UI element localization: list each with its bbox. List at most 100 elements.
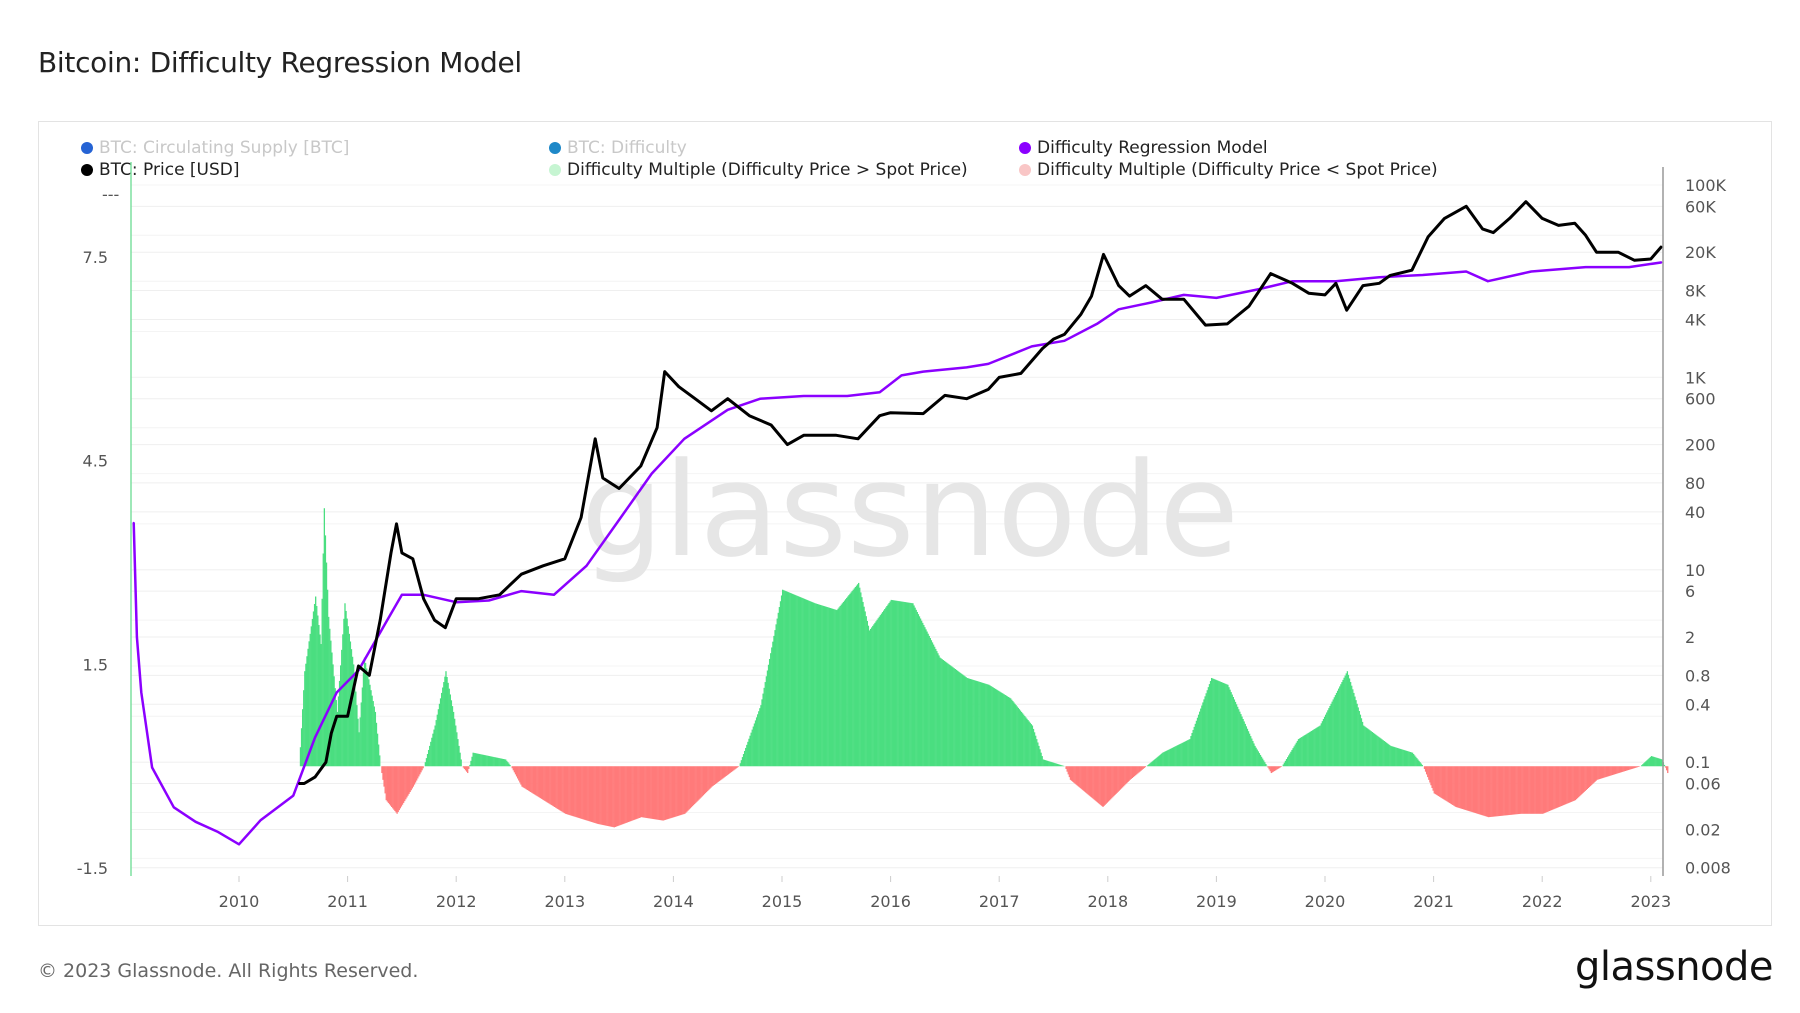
legend-item-multiple-below[interactable]: Difficulty Multiple (Difficulty Price < … bbox=[1019, 160, 1438, 180]
multiple-bar-negative bbox=[1549, 766, 1552, 811]
multiple-bar-positive bbox=[1161, 753, 1163, 767]
multiple-bar-positive bbox=[1233, 699, 1236, 767]
multiple-bar-positive bbox=[1264, 762, 1266, 767]
multiple-bar-positive bbox=[1263, 760, 1265, 767]
multiple-bar-positive bbox=[823, 606, 825, 767]
multiple-bar-positive bbox=[1316, 727, 1318, 767]
multiple-bar-negative bbox=[1522, 766, 1524, 814]
legend-item-regression-model[interactable]: Difficulty Regression Model bbox=[1019, 138, 1268, 158]
multiple-bar-positive bbox=[1380, 738, 1382, 767]
multiple-bar-negative bbox=[1117, 766, 1119, 792]
multiple-bar-negative bbox=[629, 766, 632, 822]
multiple-bar-negative bbox=[1520, 766, 1522, 814]
multiple-bar-negative bbox=[627, 766, 630, 823]
watermark: glassnode bbox=[581, 434, 1239, 586]
multiple-bar-negative bbox=[702, 766, 705, 796]
multiple-bar-positive bbox=[1369, 730, 1371, 767]
multiple-bar-negative bbox=[648, 766, 650, 819]
multiple-bar-negative bbox=[1450, 766, 1453, 805]
legend-item-difficulty[interactable]: BTC: Difficulty bbox=[549, 138, 687, 158]
multiple-bar-positive bbox=[894, 600, 897, 767]
legend-item-price[interactable]: BTC: Price [USD] bbox=[81, 160, 240, 180]
multiple-bar-negative bbox=[1082, 766, 1085, 791]
multiple-bar-negative bbox=[671, 766, 673, 818]
multiple-bar-positive bbox=[924, 627, 926, 767]
multiple-bar-negative bbox=[1525, 766, 1528, 814]
multiple-bar-positive bbox=[1178, 744, 1180, 767]
legend-item-circulating-supply[interactable]: BTC: Circulating Supply [BTC] bbox=[81, 138, 349, 158]
multiple-bar-negative bbox=[1541, 766, 1543, 814]
multiple-bar-negative bbox=[1065, 766, 1067, 769]
multiple-bar-negative bbox=[691, 766, 694, 807]
multiple-bar-negative bbox=[1075, 766, 1077, 785]
multiple-bar-positive bbox=[1255, 747, 1257, 767]
left-tick-label: 4.5 bbox=[83, 452, 108, 471]
multiple-bar-positive bbox=[969, 678, 972, 767]
multiple-bar-positive bbox=[890, 599, 892, 767]
multiple-bar-negative bbox=[1482, 766, 1484, 816]
price-point bbox=[395, 523, 398, 525]
multiple-bar-positive bbox=[1374, 734, 1377, 767]
multiple-bar-negative bbox=[1572, 766, 1574, 802]
multiple-bar-positive bbox=[299, 747, 302, 767]
multiple-bar-positive bbox=[742, 754, 745, 767]
multiple-bar-positive bbox=[328, 616, 330, 767]
multiple-bar-negative bbox=[1113, 766, 1115, 797]
multiple-bar-positive bbox=[994, 688, 997, 767]
multiple-bar-positive bbox=[371, 695, 373, 767]
multiple-bar-positive bbox=[303, 690, 305, 767]
multiple-bar-negative bbox=[593, 766, 595, 823]
multiple-bar-negative bbox=[575, 766, 577, 818]
multiple-bar-positive bbox=[1156, 757, 1158, 767]
multiple-bar-positive bbox=[458, 745, 460, 767]
multiple-bar-positive bbox=[1396, 747, 1398, 767]
multiple-bar-positive bbox=[1260, 756, 1263, 767]
multiple-bar-positive bbox=[853, 588, 855, 767]
regression-model-point bbox=[878, 391, 881, 394]
regression-model-point bbox=[1096, 323, 1098, 325]
multiple-bar-negative bbox=[524, 766, 526, 789]
multiple-bar-positive bbox=[1028, 721, 1030, 767]
multiple-bar-negative bbox=[589, 766, 592, 822]
multiple-bar-negative bbox=[464, 766, 467, 771]
multiple-bar-positive bbox=[919, 618, 922, 767]
multiple-bar-negative bbox=[569, 766, 571, 816]
multiple-bar-negative bbox=[413, 766, 416, 785]
multiple-bar-negative bbox=[462, 766, 465, 768]
multiple-bar-positive bbox=[1011, 699, 1013, 767]
multiple-bar-positive bbox=[1397, 748, 1400, 767]
multiple-bar-positive bbox=[1221, 682, 1224, 767]
multiple-bar-positive bbox=[782, 589, 784, 767]
multiple-bar-positive bbox=[1292, 748, 1294, 767]
multiple-bar-positive bbox=[301, 709, 304, 767]
multiple-bar-positive bbox=[1205, 693, 1207, 767]
multiple-bar-negative bbox=[1554, 766, 1556, 809]
multiple-bar-negative bbox=[685, 766, 687, 813]
multiple-bar-positive bbox=[1298, 738, 1301, 767]
multiple-bar-positive bbox=[1226, 684, 1228, 767]
multiple-bar-positive bbox=[1386, 743, 1389, 767]
multiple-bar-negative bbox=[638, 766, 640, 818]
multiple-bar-negative bbox=[653, 766, 656, 820]
multiple-bar-positive bbox=[771, 647, 773, 767]
multiple-bar-positive bbox=[1157, 756, 1160, 767]
multiple-bar-positive bbox=[1169, 748, 1172, 767]
legend-item-multiple-above[interactable]: Difficulty Multiple (Difficulty Price > … bbox=[549, 160, 968, 180]
regression-model-point bbox=[553, 593, 555, 596]
multiple-bar-positive bbox=[802, 598, 804, 767]
x-tick-label: 2020 bbox=[1305, 892, 1346, 911]
multiple-bar-negative bbox=[1102, 766, 1104, 807]
multiple-bar-positive bbox=[1307, 732, 1309, 767]
multiple-bar-positive bbox=[1660, 759, 1662, 767]
multiple-bar-negative bbox=[1604, 766, 1606, 778]
multiple-bar-positive bbox=[476, 753, 479, 767]
multiple-bar-negative bbox=[1607, 766, 1609, 777]
multiple-bar-positive bbox=[1306, 733, 1308, 767]
multiple-bar-positive bbox=[494, 757, 496, 767]
multiple-bar-negative bbox=[1596, 766, 1598, 780]
multiple-bar-positive bbox=[928, 635, 930, 767]
price-point bbox=[640, 465, 642, 467]
price-point bbox=[1226, 323, 1229, 325]
price-point bbox=[580, 516, 582, 519]
multiple-bar-positive bbox=[915, 609, 917, 767]
